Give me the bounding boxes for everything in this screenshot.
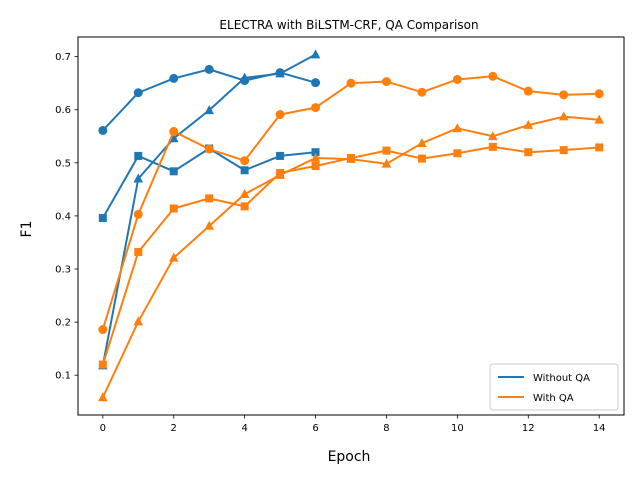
x-tick-label: 0 — [100, 423, 106, 434]
data-point-triangle — [452, 123, 463, 133]
data-point-triangle — [488, 131, 498, 141]
x-tick-label: 10 — [451, 423, 464, 434]
data-point-square — [169, 167, 178, 176]
data-point-triangle — [558, 111, 569, 121]
data-point-triangle — [275, 169, 285, 179]
x-tick-label: 6 — [312, 423, 318, 434]
data-point-square — [382, 146, 391, 155]
axis-ticks: 0 2 4 6 8 10 12 14 0.1 0.2 0.3 0.4 0.5 0.6 0.7 — [55, 52, 605, 434]
data-point-square — [134, 248, 143, 257]
data-point-triangle — [417, 137, 427, 147]
data-point-triangle — [594, 114, 604, 124]
data-point-circle — [204, 144, 214, 154]
y-tick-label: 0.5 — [55, 158, 71, 169]
data-point-square — [524, 148, 533, 157]
y-tick-label: 0.4 — [55, 211, 71, 222]
x-tick-label: 2 — [171, 423, 177, 434]
data-point-square — [488, 142, 497, 151]
data-point-circle — [169, 73, 179, 83]
data-point-square — [276, 151, 285, 160]
y-tick-label: 0.1 — [55, 371, 71, 382]
data-point-triangle — [204, 105, 214, 115]
data-point-circle — [169, 127, 179, 136]
data-point-square — [98, 360, 107, 369]
legend: Without QA With QA — [489, 363, 619, 411]
data-point-triangle — [204, 220, 214, 230]
data-point-square — [311, 162, 320, 171]
data-point-circle — [133, 88, 143, 98]
axes-frame — [77, 36, 625, 416]
data-point-triangle — [168, 252, 179, 262]
series-circle-with-qa — [98, 71, 604, 335]
data-point-circle — [559, 90, 569, 100]
y-tick-label: 0.7 — [55, 52, 71, 63]
data-point-circle — [133, 209, 143, 219]
data-point-circle — [98, 325, 108, 335]
data-point-triangle — [133, 173, 144, 183]
data-point-circle — [98, 125, 108, 135]
x-tick-label: 14 — [593, 423, 606, 434]
data-point-triangle — [275, 68, 285, 78]
legend-label: With QA — [533, 393, 574, 404]
data-point-square — [240, 166, 249, 175]
data-point-circle — [311, 103, 321, 113]
x-axis-label: Epoch — [328, 449, 371, 465]
data-point-triangle — [239, 188, 250, 198]
legend-box — [489, 363, 619, 411]
data-point-square — [134, 151, 143, 160]
x-tick-label: 12 — [522, 423, 535, 434]
data-point-triangle — [346, 153, 356, 163]
data-point-triangle — [310, 49, 321, 59]
chart-title: ELECTRA with BiLSTM-CRF, QA Comparison — [219, 18, 478, 32]
data-point-triangle — [168, 133, 179, 143]
data-point-circle — [240, 156, 250, 166]
data-point-triangle — [523, 119, 534, 129]
y-axis-label: F1 — [19, 221, 35, 238]
data-point-circle — [523, 86, 533, 96]
data-point-circle — [275, 110, 285, 120]
data-point-triangle — [98, 392, 108, 402]
data-point-circle — [417, 87, 427, 97]
y-tick-label: 0.3 — [55, 265, 71, 276]
data-point-square — [453, 149, 462, 158]
data-point-square — [205, 194, 214, 203]
data-point-triangle — [310, 152, 321, 162]
legend-label: Without QA — [533, 373, 590, 384]
data-point-triangle — [239, 72, 250, 82]
y-tick-label: 0.2 — [55, 318, 71, 329]
data-point-circle — [204, 64, 214, 74]
data-point-circle — [488, 71, 498, 81]
data-point-square — [169, 204, 178, 213]
data-point-square — [417, 154, 426, 163]
y-tick-label: 0.6 — [55, 105, 71, 116]
data-point-circle — [311, 78, 321, 88]
x-tick-label: 8 — [383, 423, 389, 434]
data-point-square — [595, 143, 604, 152]
data-point-square — [559, 146, 568, 155]
data-point-triangle — [381, 158, 392, 168]
x-tick-label: 4 — [241, 423, 247, 434]
plot-area — [98, 49, 604, 402]
data-point-square — [98, 214, 107, 223]
data-point-circle — [346, 78, 356, 88]
data-point-square — [240, 202, 249, 211]
data-point-circle — [452, 74, 462, 84]
data-point-triangle — [133, 316, 144, 326]
data-point-square — [311, 148, 320, 157]
data-point-circle — [594, 89, 604, 99]
series-triangle-with-qa — [98, 111, 604, 402]
data-point-circle — [381, 77, 391, 87]
